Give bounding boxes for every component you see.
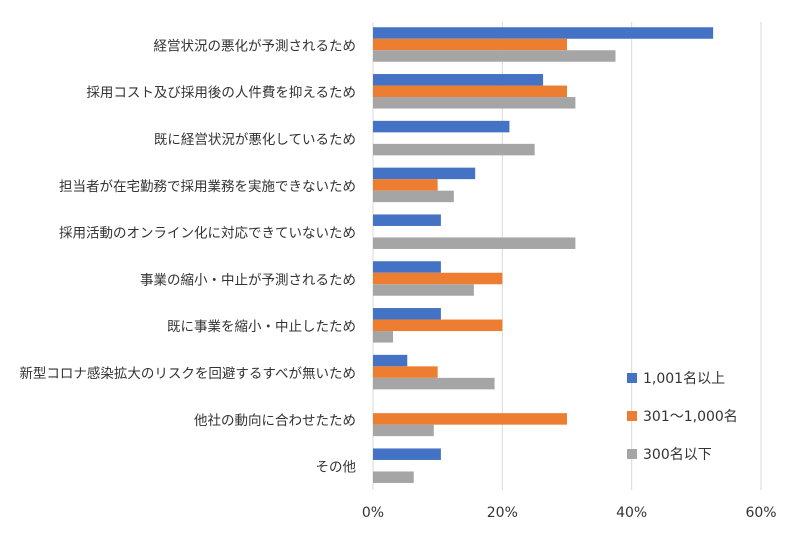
bar	[373, 413, 567, 425]
category-label: 既に経営状況が悪化しているため	[154, 132, 356, 148]
category-label: 既に事業を縮小・中止したため	[167, 319, 356, 335]
bar	[373, 97, 576, 109]
bar	[373, 331, 394, 343]
bar	[373, 319, 503, 332]
bar	[373, 261, 441, 273]
bars	[373, 27, 714, 483]
bar	[373, 424, 434, 437]
bar	[373, 179, 438, 191]
category-label: 担当者が在宅勤務で採用業務を実施できないため	[59, 179, 356, 195]
bar	[373, 190, 454, 203]
bar	[373, 143, 535, 156]
bar	[373, 120, 510, 133]
bar	[373, 284, 474, 296]
category-labels: 経営状況の悪化が予測されるため採用コスト及び採用後の人件費を抑えるため既に経営状…	[19, 38, 356, 475]
legend-label: 301〜1,000名	[643, 409, 738, 425]
bar	[373, 448, 441, 460]
legend-swatch	[627, 411, 637, 421]
bar	[373, 50, 616, 62]
bar	[373, 74, 544, 86]
category-label: 新型コロナ感染拡大のリスクを回避するすべが無いため	[19, 365, 356, 382]
bar	[373, 272, 503, 285]
bar	[373, 237, 576, 249]
bar	[373, 354, 408, 367]
legend-swatch	[627, 449, 637, 459]
bar	[373, 167, 476, 180]
category-label: 採用コスト及び採用後の人件費を抑えるため	[86, 85, 356, 101]
bar	[373, 38, 567, 51]
legend-label: 300名以下	[643, 447, 712, 463]
x-tick-label: 60%	[745, 505, 776, 521]
legend-label: 1,001名以上	[643, 371, 725, 387]
bar	[373, 471, 414, 483]
bar	[373, 377, 495, 390]
category-label: その他	[316, 460, 357, 476]
bar	[373, 214, 441, 226]
category-label: 経営状況の悪化が予測されるため	[154, 38, 357, 54]
bar	[373, 27, 714, 39]
category-label: 採用活動のオンライン化に対応できていないため	[59, 226, 356, 242]
x-tick-labels: 0% 20% 40% 60%	[362, 505, 777, 521]
bar	[373, 308, 441, 320]
bar	[373, 366, 438, 378]
bar	[373, 85, 567, 98]
x-tick-label: 0%	[362, 505, 384, 521]
x-tick-label: 40%	[616, 505, 647, 521]
x-tick-label: 20%	[487, 505, 518, 521]
legend-swatch	[627, 373, 637, 383]
category-label: 他社の動向に合わせたため	[194, 413, 356, 429]
category-label: 事業の縮小・中止が予測されるため	[140, 272, 356, 288]
legend: 1,001名以上 301〜1,000名 300名以下	[627, 371, 738, 463]
